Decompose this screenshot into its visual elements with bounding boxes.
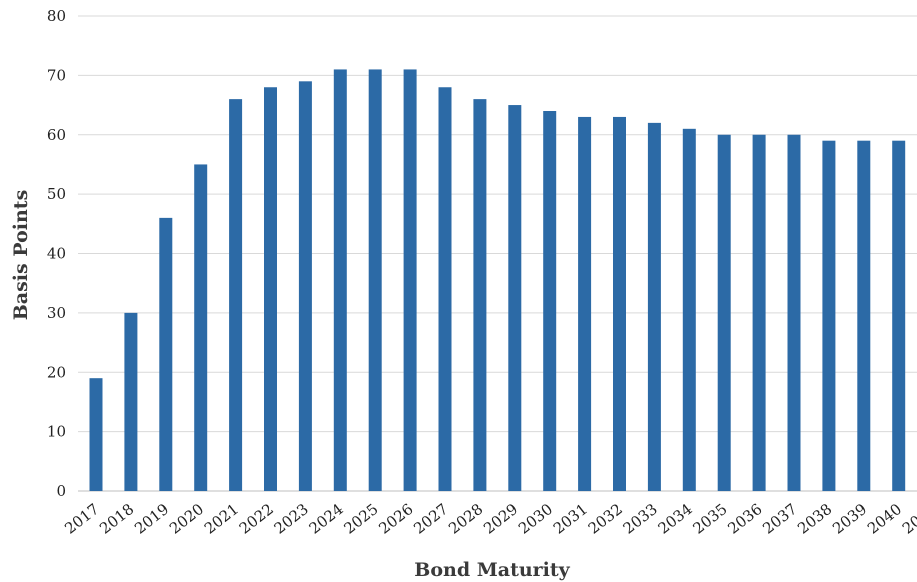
bar-2039 xyxy=(857,140,871,491)
y-tick-label: 70 xyxy=(47,66,66,84)
bar-2029 xyxy=(508,105,522,491)
bar-2024 xyxy=(333,69,347,491)
x-tick-label: 2026 xyxy=(375,500,416,538)
bar-2038 xyxy=(822,140,836,491)
x-tick-label: 2034 xyxy=(655,500,696,538)
x-tick-label: 2029 xyxy=(480,500,521,538)
bar-2028 xyxy=(473,99,487,491)
x-tick-label: 2025 xyxy=(340,500,381,538)
x-tick-label: 2037 xyxy=(759,500,800,538)
x-tick-label: 2027 xyxy=(410,500,451,538)
y-tick-label: 80 xyxy=(47,7,66,25)
x-tick-label: 2041 xyxy=(899,500,917,538)
x-tick-label: 2020 xyxy=(166,500,207,538)
bar-2018 xyxy=(124,312,138,491)
y-tick-label: 60 xyxy=(47,126,66,144)
y-tick-label: 20 xyxy=(47,363,66,381)
bar-2027 xyxy=(438,87,452,491)
x-tick-label: 2019 xyxy=(131,500,172,538)
y-tick-label: 50 xyxy=(47,185,66,203)
bar-2037 xyxy=(787,134,801,491)
x-tick-label: 2022 xyxy=(236,500,277,538)
bar-2032 xyxy=(613,116,626,491)
bar-2030 xyxy=(543,111,557,491)
bar-2034 xyxy=(682,128,696,491)
bar-2019 xyxy=(159,217,173,491)
bar-2026 xyxy=(403,69,417,491)
x-tick-label: 2021 xyxy=(201,500,242,538)
bars xyxy=(89,69,906,491)
bar-2022 xyxy=(264,87,277,491)
x-tick-label: 2024 xyxy=(306,500,347,538)
y-axis-ticks: 0 10 20 30 40 50 60 70 80 xyxy=(47,7,66,500)
x-tick-label: 2036 xyxy=(724,500,765,538)
y-tick-label: 0 xyxy=(56,482,66,500)
bar-2025 xyxy=(368,69,382,491)
bar-2017 xyxy=(89,378,103,491)
y-tick-label: 10 xyxy=(47,423,66,441)
x-tick-label: 2040 xyxy=(864,500,905,538)
bar-2035 xyxy=(717,134,731,491)
bar-2031 xyxy=(578,116,592,491)
x-tick-label: 2033 xyxy=(620,500,661,538)
x-tick-label: 2028 xyxy=(445,500,486,538)
y-axis-title: Basis Points xyxy=(10,190,32,321)
x-tick-label: 2031 xyxy=(550,500,591,538)
x-tick-label: 2039 xyxy=(829,500,870,538)
gridlines xyxy=(78,15,917,492)
x-tick-label: 2035 xyxy=(689,500,730,538)
bar-2040 xyxy=(892,140,906,491)
x-tick-label: 2030 xyxy=(515,500,556,538)
x-tick-label: 2023 xyxy=(271,500,312,538)
x-axis-ticks: 2017201820192020202120222023202420252026… xyxy=(61,500,917,538)
x-tick-label: 2017 xyxy=(61,500,102,538)
y-tick-label: 30 xyxy=(47,304,66,322)
bar-2020 xyxy=(194,164,208,491)
bar-2036 xyxy=(752,134,766,491)
x-axis-title: Bond Maturity xyxy=(414,559,570,581)
x-tick-label: 2038 xyxy=(794,500,835,538)
y-tick-label: 40 xyxy=(47,245,66,263)
x-tick-label: 2018 xyxy=(96,500,137,538)
bar-2023 xyxy=(298,81,312,491)
x-tick-label: 2032 xyxy=(585,500,626,538)
bar-2033 xyxy=(647,122,661,491)
bar-2021 xyxy=(229,99,243,491)
